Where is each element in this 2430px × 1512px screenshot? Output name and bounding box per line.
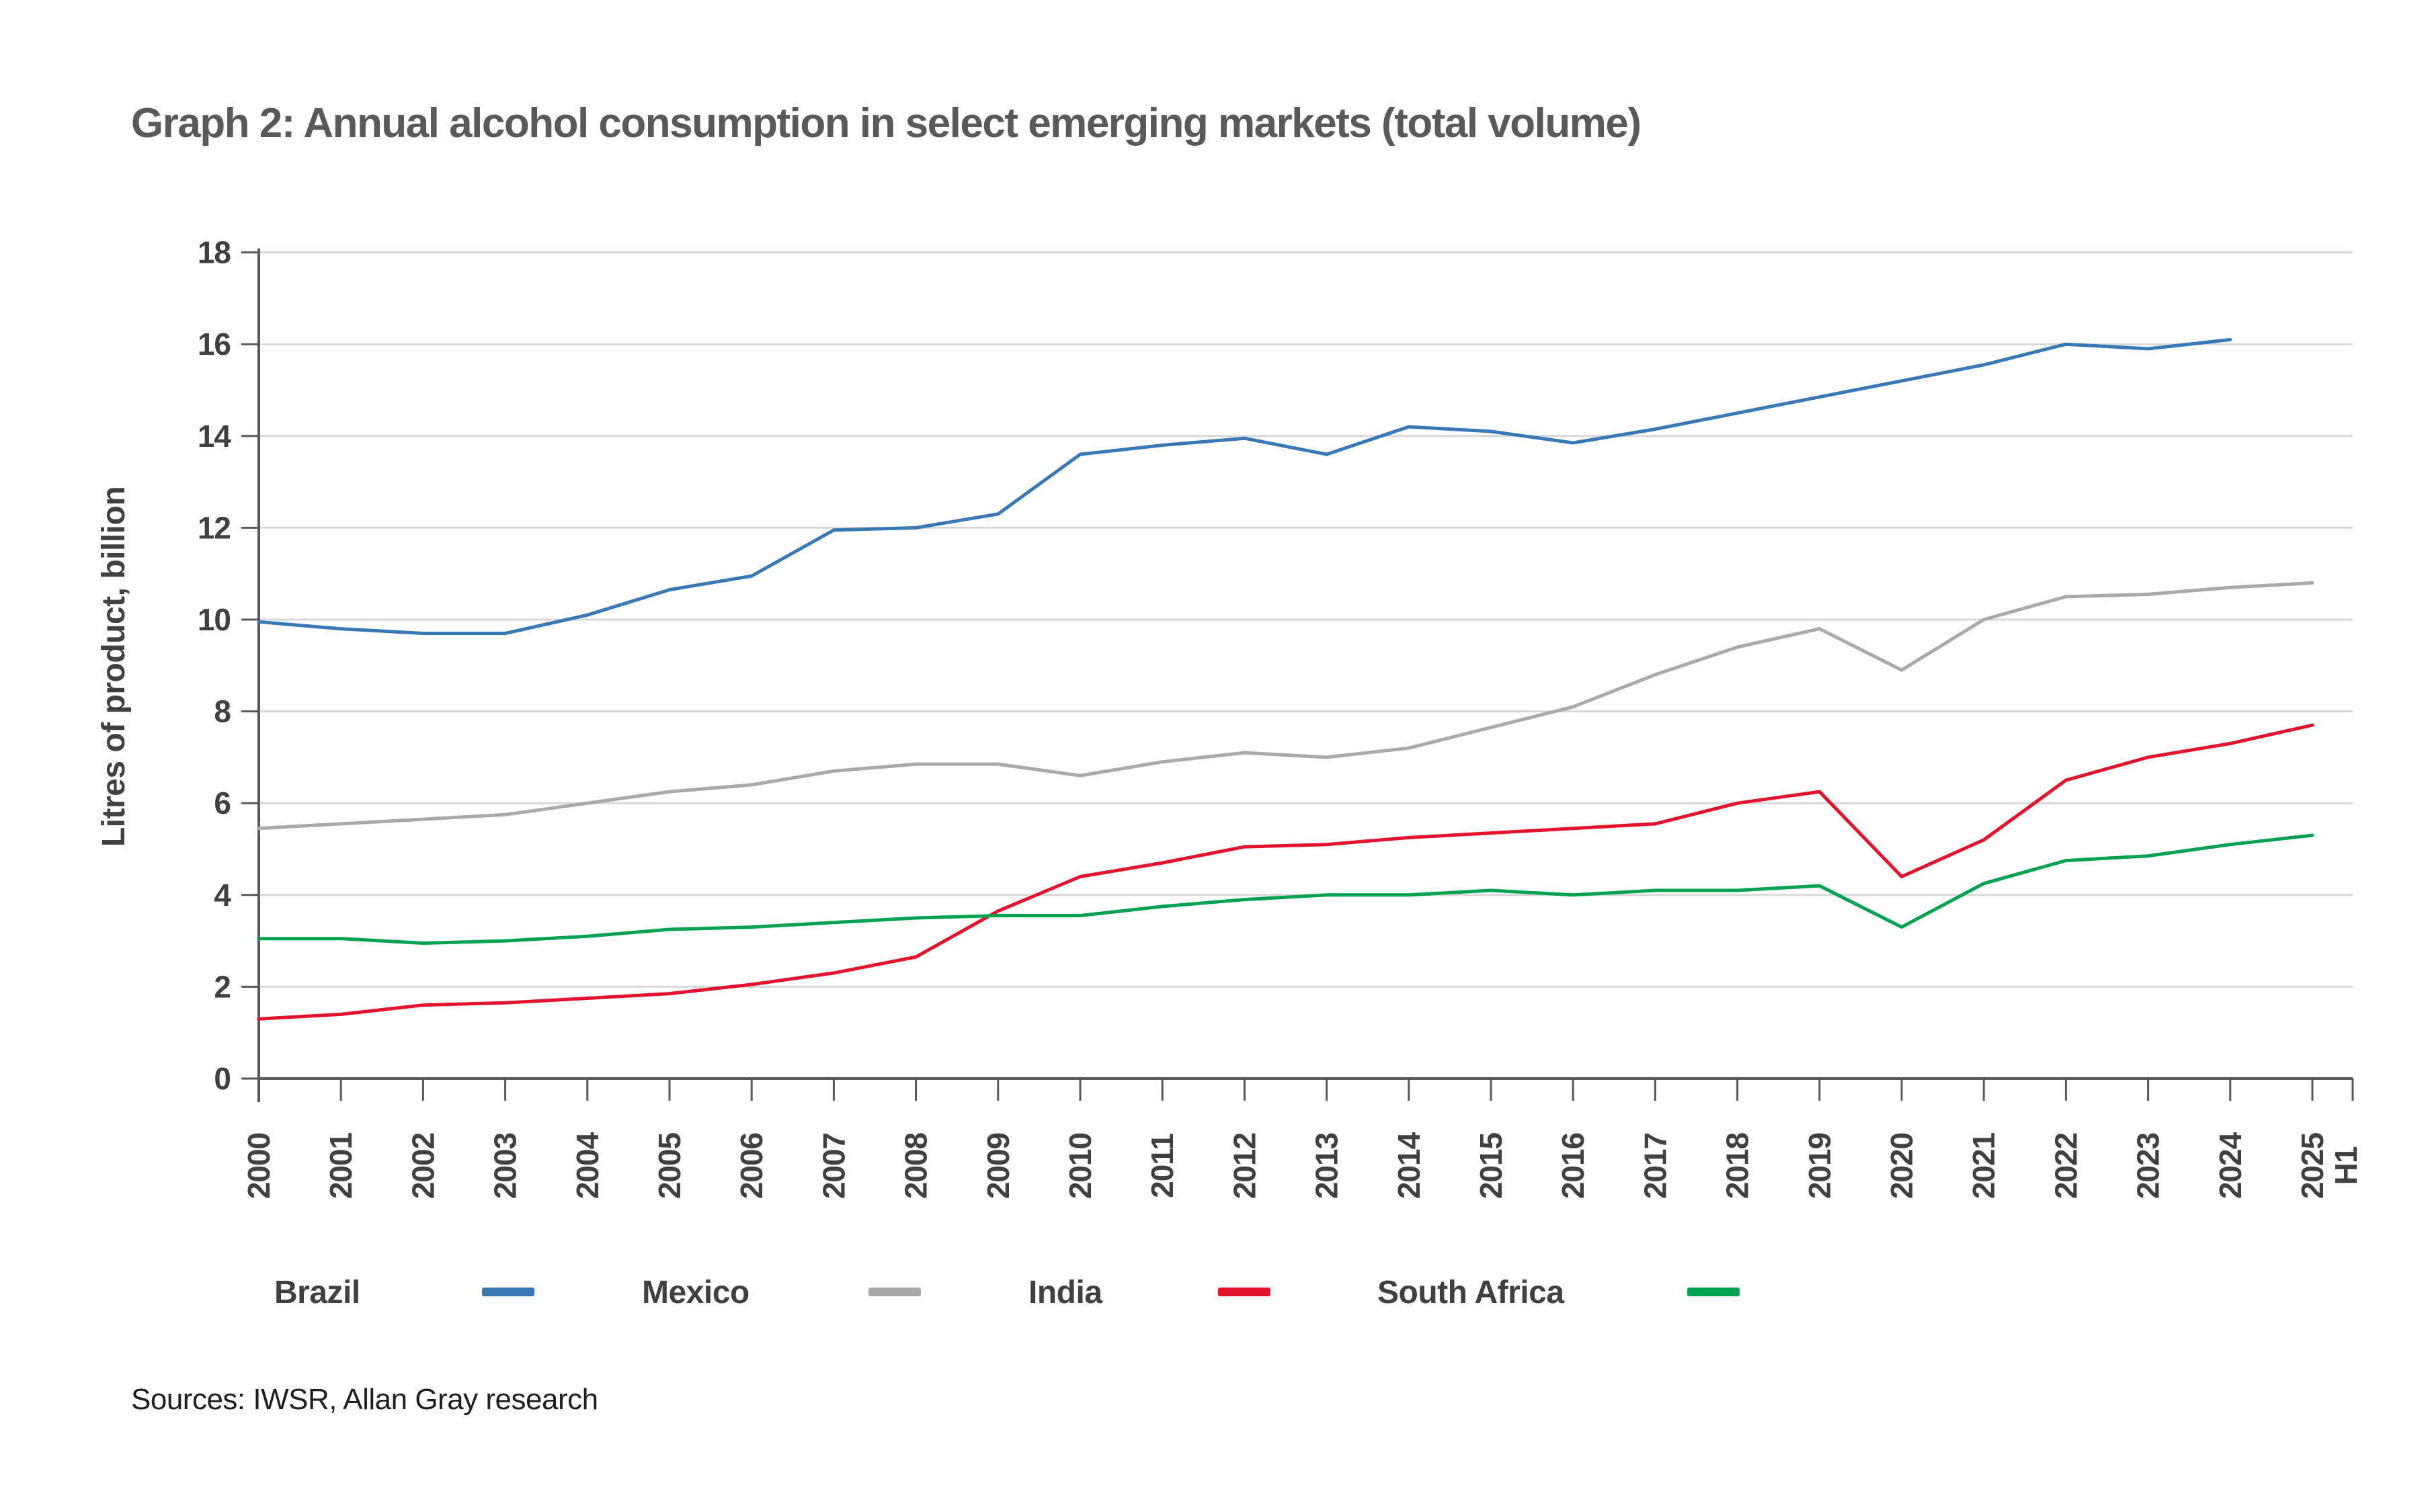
- y-tick-label: 18: [198, 235, 231, 270]
- chart-title: Graph 2: Annual alcohol consumption in s…: [131, 100, 1642, 146]
- x-tick-label: 2025H1: [2295, 1132, 2363, 1199]
- y-tick-label: 10: [198, 602, 231, 637]
- series-line-south-africa: [257, 833, 2314, 945]
- legend-label-mexico: Mexico: [642, 1275, 750, 1310]
- x-tick-label: 2013: [1309, 1133, 1344, 1199]
- x-tick-label: 2014: [1391, 1132, 1426, 1199]
- legend-label-brazil: Brazil: [274, 1275, 360, 1310]
- x-tick-label: 2016: [1555, 1133, 1590, 1199]
- y-tick-label: 12: [198, 510, 231, 545]
- x-tick-label: 2008: [899, 1132, 934, 1199]
- x-tick-label: 2005: [652, 1132, 687, 1199]
- legend-swatch-india: [1218, 1288, 1270, 1296]
- x-tick-label: 2001: [323, 1132, 358, 1199]
- x-tick-label: 2023: [2131, 1133, 2166, 1199]
- legend-swatch-mexico: [868, 1288, 921, 1296]
- series-line-india: [257, 723, 2314, 1021]
- y-tick-label: 4: [214, 878, 231, 913]
- x-tick-label: 2004: [570, 1132, 605, 1199]
- x-tick-label: 2012: [1227, 1133, 1262, 1199]
- y-tick-label: 0: [214, 1061, 231, 1096]
- x-tick-label: 2015: [1473, 1132, 1508, 1199]
- series-line-mexico: [257, 581, 2314, 831]
- x-tick-label: 2011: [1145, 1134, 1180, 1198]
- legend-swatch-south-africa: [1687, 1288, 1740, 1296]
- x-tick-label: 2007: [816, 1133, 851, 1199]
- x-tick-label: 2002: [405, 1133, 440, 1199]
- x-tick-label: 2020: [1884, 1133, 1919, 1199]
- x-tick-label: 2000: [241, 1133, 276, 1199]
- x-tick-label: 2021: [1966, 1132, 2001, 1199]
- x-tick-label: 2006: [734, 1133, 769, 1199]
- x-tick-label: 2019: [1802, 1133, 1837, 1199]
- legend-label-south-africa: South Africa: [1377, 1275, 1564, 1310]
- y-tick-label: 2: [214, 969, 231, 1004]
- series-line-brazil: [257, 337, 2232, 635]
- y-axis-title: Litres of product, billion: [96, 487, 132, 847]
- x-tick-label: 2010: [1063, 1133, 1098, 1199]
- x-tick-label: 2003: [488, 1133, 523, 1199]
- legend-label-india: India: [1028, 1275, 1102, 1310]
- y-tick-label: 14: [198, 419, 232, 454]
- source-note: Sources: IWSR, Allan Gray research: [131, 1383, 598, 1416]
- y-tick-label: 16: [198, 327, 231, 362]
- x-tick-label: 2017: [1637, 1133, 1672, 1199]
- y-tick-label: 8: [214, 694, 231, 729]
- x-tick-label: 2024: [2213, 1132, 2248, 1199]
- x-tick-label: 2009: [981, 1133, 1016, 1199]
- x-tick-label: 2018: [1720, 1132, 1755, 1199]
- legend-swatch-brazil: [482, 1288, 534, 1296]
- x-tick-label: 2022: [2048, 1133, 2083, 1199]
- y-tick-label: 6: [214, 786, 231, 821]
